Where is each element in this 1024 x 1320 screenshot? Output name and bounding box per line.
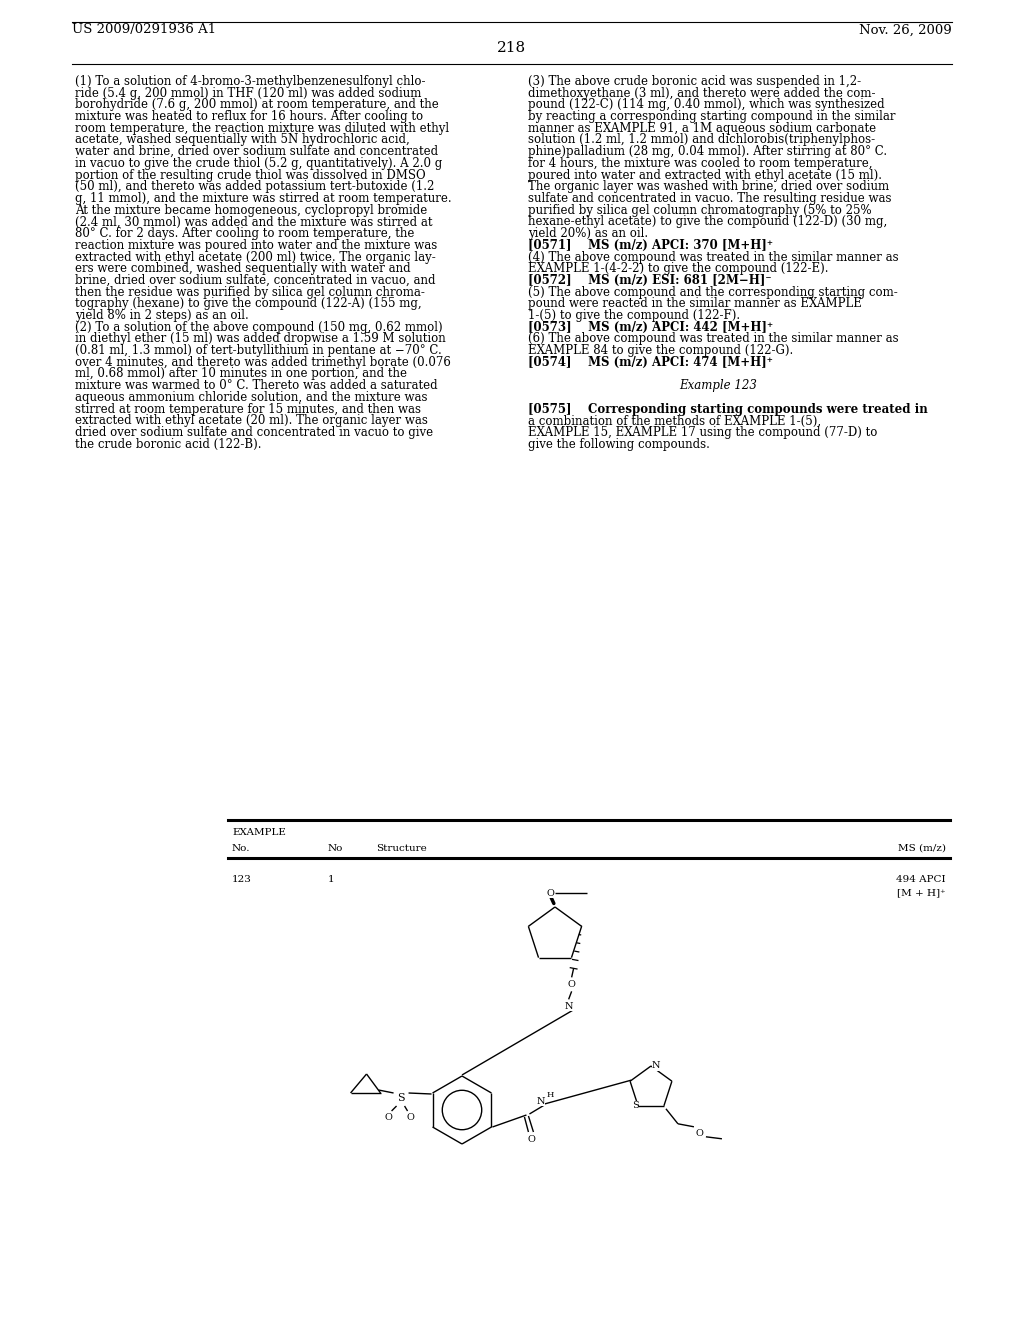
Text: At the mixture became homogeneous, cyclopropyl bromide: At the mixture became homogeneous, cyclo… <box>75 203 427 216</box>
Text: sulfate and concentrated in vacuo. The resulting residue was: sulfate and concentrated in vacuo. The r… <box>528 191 892 205</box>
Text: S: S <box>632 1101 638 1110</box>
Text: O: O <box>696 1130 703 1138</box>
Text: extracted with ethyl acetate (20 ml). The organic layer was: extracted with ethyl acetate (20 ml). Th… <box>75 414 428 428</box>
Text: (5) The above compound and the corresponding starting com-: (5) The above compound and the correspon… <box>528 285 898 298</box>
Text: No.: No. <box>232 843 251 853</box>
Text: EXAMPLE 84 to give the compound (122-G).: EXAMPLE 84 to give the compound (122-G). <box>528 345 794 358</box>
Text: reaction mixture was poured into water and the mixture was: reaction mixture was poured into water a… <box>75 239 437 252</box>
Text: [0574]    MS (m/z) APCI: 474 [M+H]⁺: [0574] MS (m/z) APCI: 474 [M+H]⁺ <box>528 356 773 368</box>
Text: EXAMPLE 15, EXAMPLE 17 using the compound (77-D) to: EXAMPLE 15, EXAMPLE 17 using the compoun… <box>528 426 878 440</box>
Text: N: N <box>537 1097 545 1106</box>
Text: [M + H]⁺: [M + H]⁺ <box>897 888 946 898</box>
Text: dried over sodium sulfate and concentrated in vacuo to give: dried over sodium sulfate and concentrat… <box>75 426 433 440</box>
Text: hexane-ethyl acetate) to give the compound (122-D) (30 mg,: hexane-ethyl acetate) to give the compou… <box>528 215 887 228</box>
Text: US 2009/0291936 A1: US 2009/0291936 A1 <box>72 24 216 37</box>
Text: (4) The above compound was treated in the similar manner as: (4) The above compound was treated in th… <box>528 251 899 264</box>
Text: in vacuo to give the crude thiol (5.2 g, quantitatively). A 2.0 g: in vacuo to give the crude thiol (5.2 g,… <box>75 157 442 170</box>
Text: [0575]    Corresponding starting compounds were treated in: [0575] Corresponding starting compounds … <box>528 403 928 416</box>
Text: O: O <box>567 979 575 989</box>
Text: MS (m/z): MS (m/z) <box>898 843 946 853</box>
Text: 218: 218 <box>498 41 526 55</box>
Text: H: H <box>547 1092 554 1100</box>
Text: portion of the resulting crude thiol was dissolved in DMSO: portion of the resulting crude thiol was… <box>75 169 426 182</box>
Text: dimethoxyethane (3 ml), and thereto were added the com-: dimethoxyethane (3 ml), and thereto were… <box>528 87 876 100</box>
Text: borohydride (7.6 g, 200 mmol) at room temperature, and the: borohydride (7.6 g, 200 mmol) at room te… <box>75 99 438 111</box>
Text: yield 20%) as an oil.: yield 20%) as an oil. <box>528 227 648 240</box>
Text: a combination of the methods of EXAMPLE 1-(5),: a combination of the methods of EXAMPLE … <box>528 414 821 428</box>
Text: room temperature, the reaction mixture was diluted with ethyl: room temperature, the reaction mixture w… <box>75 121 450 135</box>
Text: Nov. 26, 2009: Nov. 26, 2009 <box>859 24 952 37</box>
Text: then the residue was purified by silica gel column chroma-: then the residue was purified by silica … <box>75 285 425 298</box>
Text: over 4 minutes, and thereto was added trimethyl borate (0.076: over 4 minutes, and thereto was added tr… <box>75 356 451 368</box>
Text: extracted with ethyl acetate (200 ml) twice. The organic lay-: extracted with ethyl acetate (200 ml) tw… <box>75 251 436 264</box>
Text: tography (hexane) to give the compound (122-A) (155 mg,: tography (hexane) to give the compound (… <box>75 297 422 310</box>
Text: (6) The above compound was treated in the similar manner as: (6) The above compound was treated in th… <box>528 333 899 346</box>
Text: ml, 0.68 mmol) after 10 minutes in one portion, and the: ml, 0.68 mmol) after 10 minutes in one p… <box>75 367 407 380</box>
Text: Example 123: Example 123 <box>679 379 757 392</box>
Text: by reacting a corresponding starting compound in the similar: by reacting a corresponding starting com… <box>528 110 896 123</box>
Text: give the following compounds.: give the following compounds. <box>528 438 710 450</box>
Text: The organic layer was washed with brine, dried over sodium: The organic layer was washed with brine,… <box>528 181 889 193</box>
Text: N: N <box>651 1061 660 1071</box>
Text: 123: 123 <box>232 875 252 884</box>
Text: manner as EXAMPLE 91, a 1M aqueous sodium carbonate: manner as EXAMPLE 91, a 1M aqueous sodiu… <box>528 121 877 135</box>
Text: purified by silica gel column chromatography (5% to 25%: purified by silica gel column chromatogr… <box>528 203 871 216</box>
Text: EXAMPLE 1-(4-2-2) to give the compound (122-E).: EXAMPLE 1-(4-2-2) to give the compound (… <box>528 263 828 275</box>
Text: pound (122-C) (114 mg, 0.40 mmol), which was synthesized: pound (122-C) (114 mg, 0.40 mmol), which… <box>528 99 885 111</box>
Text: (3) The above crude boronic acid was suspended in 1,2-: (3) The above crude boronic acid was sus… <box>528 75 861 88</box>
Text: ride (5.4 g, 200 mmol) in THF (120 ml) was added sodium: ride (5.4 g, 200 mmol) in THF (120 ml) w… <box>75 87 421 100</box>
Text: for 4 hours, the mixture was cooled to room temperature,: for 4 hours, the mixture was cooled to r… <box>528 157 872 170</box>
Text: O: O <box>385 1114 392 1122</box>
Text: phine)palladium (28 mg, 0.04 mmol). After stirring at 80° C.: phine)palladium (28 mg, 0.04 mmol). Afte… <box>528 145 887 158</box>
Text: 1-(5) to give the compound (122-F).: 1-(5) to give the compound (122-F). <box>528 309 740 322</box>
Text: water and brine, dried over sodium sulfate and concentrated: water and brine, dried over sodium sulfa… <box>75 145 438 158</box>
Text: solution (1.2 ml, 1.2 mmol) and dichlorobis(triphenylphos-: solution (1.2 ml, 1.2 mmol) and dichloro… <box>528 133 876 147</box>
Text: mixture was heated to reflux for 16 hours. After cooling to: mixture was heated to reflux for 16 hour… <box>75 110 423 123</box>
Text: EXAMPLE: EXAMPLE <box>232 828 286 837</box>
Text: 80° C. for 2 days. After cooling to room temperature, the: 80° C. for 2 days. After cooling to room… <box>75 227 415 240</box>
Text: yield 8% in 2 steps) as an oil.: yield 8% in 2 steps) as an oil. <box>75 309 249 322</box>
Text: O: O <box>546 888 554 898</box>
Text: [0573]    MS (m/z) APCI: 442 [M+H]⁺: [0573] MS (m/z) APCI: 442 [M+H]⁺ <box>528 321 773 334</box>
Text: acetate, washed sequentially with 5N hydrochloric acid,: acetate, washed sequentially with 5N hyd… <box>75 133 410 147</box>
Text: stirred at room temperature for 15 minutes, and then was: stirred at room temperature for 15 minut… <box>75 403 421 416</box>
Text: the crude boronic acid (122-B).: the crude boronic acid (122-B). <box>75 438 261 450</box>
Text: g, 11 mmol), and the mixture was stirred at room temperature.: g, 11 mmol), and the mixture was stirred… <box>75 191 452 205</box>
Text: N: N <box>564 1002 572 1011</box>
Text: No: No <box>328 843 343 853</box>
Text: Structure: Structure <box>376 843 427 853</box>
Text: [0572]    MS (m/z) ESI: 681 [2M−H]⁻: [0572] MS (m/z) ESI: 681 [2M−H]⁻ <box>528 275 772 286</box>
Text: brine, dried over sodium sulfate, concentrated in vacuo, and: brine, dried over sodium sulfate, concen… <box>75 275 435 286</box>
Text: O: O <box>407 1114 415 1122</box>
Text: O: O <box>527 1134 536 1143</box>
Text: [0571]    MS (m/z) APCI: 370 [M+H]⁺: [0571] MS (m/z) APCI: 370 [M+H]⁺ <box>528 239 773 252</box>
Text: ers were combined, washed sequentially with water and: ers were combined, washed sequentially w… <box>75 263 411 275</box>
Text: S: S <box>396 1093 404 1104</box>
Text: aqueous ammonium chloride solution, and the mixture was: aqueous ammonium chloride solution, and … <box>75 391 427 404</box>
Text: pound were reacted in the similar manner as EXAMPLE: pound were reacted in the similar manner… <box>528 297 862 310</box>
Text: (2.4 ml, 30 mmol) was added and the mixture was stirred at: (2.4 ml, 30 mmol) was added and the mixt… <box>75 215 432 228</box>
Text: in diethyl ether (15 ml) was added dropwise a 1.59 M solution: in diethyl ether (15 ml) was added dropw… <box>75 333 445 346</box>
Text: mixture was warmed to 0° C. Thereto was added a saturated: mixture was warmed to 0° C. Thereto was … <box>75 379 437 392</box>
Text: poured into water and extracted with ethyl acetate (15 ml).: poured into water and extracted with eth… <box>528 169 882 182</box>
Text: (1) To a solution of 4-bromo-3-methylbenzenesulfonyl chlo-: (1) To a solution of 4-bromo-3-methylben… <box>75 75 426 88</box>
Text: 494 APCI: 494 APCI <box>896 875 946 884</box>
Text: (2) To a solution of the above compound (150 mg, 0.62 mmol): (2) To a solution of the above compound … <box>75 321 442 334</box>
Text: (50 ml), and thereto was added potassium tert-butoxide (1.2: (50 ml), and thereto was added potassium… <box>75 181 434 193</box>
Text: 1: 1 <box>328 875 335 884</box>
Text: (0.81 ml, 1.3 mmol) of tert-butyllithium in pentane at −70° C.: (0.81 ml, 1.3 mmol) of tert-butyllithium… <box>75 345 441 358</box>
